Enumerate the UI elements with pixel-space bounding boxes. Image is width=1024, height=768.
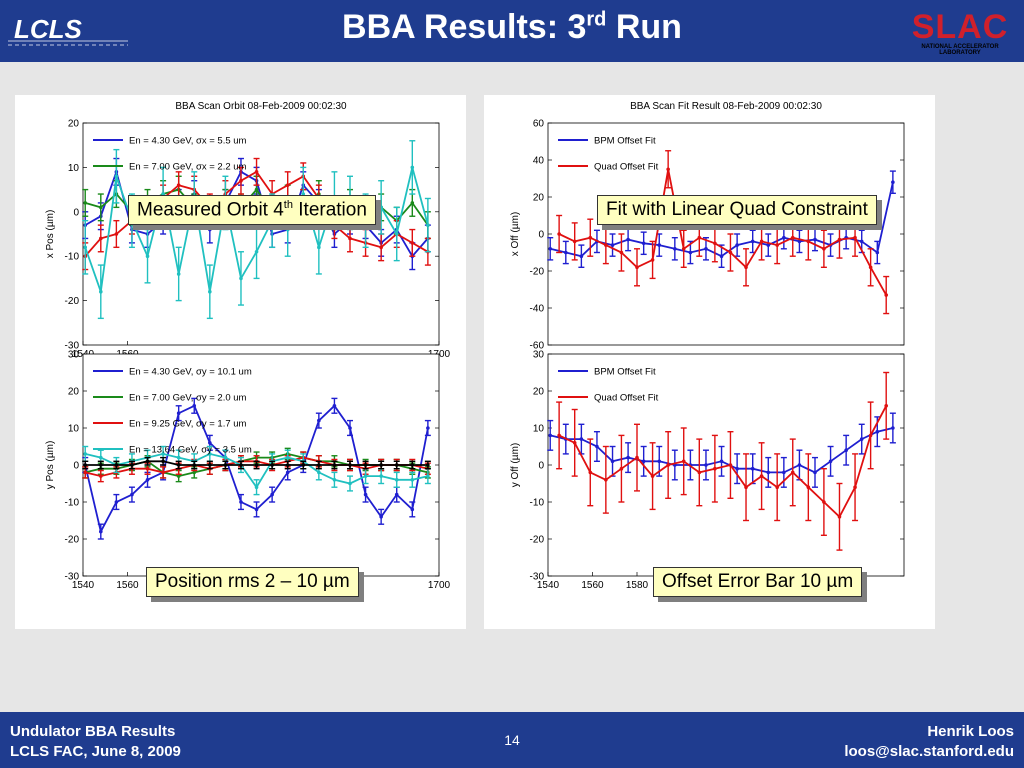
x-tick-label: 1540 xyxy=(537,580,560,591)
y-tick-label: 60 xyxy=(533,119,545,130)
legend-entry: En = 9.25 GeV, σy = 1.7 um xyxy=(129,419,247,430)
slac-logo-subtitle: NATIONAL ACCELERATOR LABORATORY xyxy=(921,44,999,56)
slide-title: BBA Results: 3rd Run xyxy=(342,8,682,46)
y-axis-label: y Pos (µm) xyxy=(45,441,56,490)
slide-footer: Undulator BBA Results LCLS FAC, June 8, … xyxy=(0,712,1024,768)
series-line xyxy=(85,460,428,466)
plot-frame xyxy=(82,122,440,346)
legend-entry: En = 4.30 GeV, σy = 10.1 um xyxy=(129,367,252,378)
legend-entry: Quad Offset Fit xyxy=(594,162,659,173)
legend-entry: BPM Offset Fit xyxy=(594,367,656,378)
callout-fit-constraint: Fit with Linear Quad Constraint xyxy=(597,195,877,225)
chart-title: BBA Scan Fit Result 08-Feb-2009 00:02:30 xyxy=(630,101,822,112)
y-tick-label: 30 xyxy=(68,350,80,361)
y-tick-label: 20 xyxy=(68,387,80,398)
footer-email[interactable]: loos@slac.stanford.edu xyxy=(844,743,1014,760)
plot-frame xyxy=(547,353,905,577)
footer-left: Undulator BBA Results LCLS FAC, June 8, … xyxy=(10,722,181,762)
y-tick-label: 10 xyxy=(533,424,545,435)
y-tick-label: -10 xyxy=(65,252,80,263)
page-number: 14 xyxy=(504,732,520,748)
legend-entry: BPM Offset Fit xyxy=(594,136,656,147)
x-tick-label: 1560 xyxy=(581,580,604,591)
y-tick-label: -20 xyxy=(65,296,80,307)
y-tick-label: -60 xyxy=(530,341,545,352)
orbit-figure: BBA Scan Orbit 08-Feb-2009 00:02:30 20 10 0… xyxy=(45,101,451,592)
y-tick-label: -10 xyxy=(65,498,80,509)
y-tick-label: 0 xyxy=(73,207,79,218)
footer-author: Henrik Loos xyxy=(927,723,1014,740)
x-tick-label: 1560 xyxy=(116,580,139,591)
chart-title: BBA Scan Orbit 08-Feb-2009 00:02:30 xyxy=(175,101,347,112)
y-tick-label: 20 xyxy=(533,387,545,398)
y-tick-label: 40 xyxy=(533,156,545,167)
legend: BPM Offset Fit Quad Offset Fit xyxy=(558,367,659,404)
y-axis-label: y Off (µm) xyxy=(510,443,521,487)
x-tick-label: 1540 xyxy=(72,580,95,591)
series-line xyxy=(84,404,429,535)
footer-right: Henrik Loos loos@slac.stanford.edu xyxy=(844,722,1014,762)
slide-content: BBA Scan Orbit 08-Feb-2009 00:02:30 20 10 0… xyxy=(0,62,1024,712)
series-line xyxy=(84,452,429,489)
y-axis-label: x Pos (µm) xyxy=(45,210,56,259)
y-tick-label: 0 xyxy=(538,230,544,241)
y-tick-label: -30 xyxy=(65,572,80,583)
y-tick-label: -30 xyxy=(65,341,80,352)
y-tick-label: -10 xyxy=(530,498,545,509)
lcls-logo: LCLS xyxy=(8,14,128,46)
slide-header: LCLS BBA Results: 3rd Run SLAC NATIONAL … xyxy=(0,0,1024,62)
slac-logo-text: SLAC xyxy=(911,8,1009,46)
footer-talk-title: Undulator BBA Results xyxy=(10,723,176,740)
y-tick-label: 30 xyxy=(533,350,545,361)
x-tick-label: 1700 xyxy=(428,580,451,591)
legend-entry: En = 4.30 GeV, σx = 5.5 um xyxy=(129,136,247,147)
y-tick-label: 0 xyxy=(73,461,79,472)
y-tick-label: 10 xyxy=(68,163,80,174)
y-tick-label: 0 xyxy=(538,461,544,472)
series-2 xyxy=(556,371,890,551)
plot-frame xyxy=(547,122,905,346)
fit-figure: BBA Scan Fit Result 08-Feb-2009 00:02:30… xyxy=(510,101,905,591)
legend-entry: En = 7.00 GeV, σy = 2.0 um xyxy=(129,393,247,404)
series-line xyxy=(558,405,887,519)
series-1 xyxy=(547,412,896,488)
series-line xyxy=(558,169,887,296)
callout-measured-orbit: Measured Orbit 4th Iteration xyxy=(128,195,376,226)
series-5 xyxy=(82,456,431,470)
orbit-figure-panel: BBA Scan Orbit 08-Feb-2009 00:02:30 20 10 0… xyxy=(15,95,466,629)
y-tick-label: 10 xyxy=(68,424,80,435)
y-tick-label: 20 xyxy=(533,193,545,204)
y-tick-label: -30 xyxy=(530,572,545,583)
legend: En = 4.30 GeV, σy = 10.1 um En = 7.00 GeV… xyxy=(93,367,252,456)
y-tick-label: 20 xyxy=(68,119,80,130)
chart-orbit-x: BBA Scan Orbit 08-Feb-2009 00:02:30 20 10 0… xyxy=(45,101,451,360)
y-tick-label: -20 xyxy=(65,535,80,546)
legend-entry: En = 13.64 GeV, σy = 3.5 um xyxy=(129,445,252,456)
callout-position-rms: Position rms 2 – 10 µm xyxy=(146,567,359,597)
legend-entry: Quad Offset Fit xyxy=(594,393,659,404)
fit-figure-panel: BBA Scan Fit Result 08-Feb-2009 00:02:30… xyxy=(484,95,935,629)
y-tick-label: -20 xyxy=(530,535,545,546)
legend-entry: En = 7.00 GeV, σx = 2.2 um xyxy=(129,162,247,173)
lcls-logo-text: LCLS xyxy=(14,14,83,44)
series-line xyxy=(549,427,894,474)
chart-fit-x: BBA Scan Fit Result 08-Feb-2009 00:02:30… xyxy=(510,101,905,352)
legend: En = 4.30 GeV, σx = 5.5 um En = 7.00 GeV,… xyxy=(93,136,247,173)
slac-logo: SLAC NATIONAL ACCELERATOR LABORATORY xyxy=(900,8,1020,56)
y-axis-label: x Off (µm) xyxy=(510,212,521,256)
callout-offset-error: Offset Error Bar 10 µm xyxy=(653,567,863,597)
x-tick-label: 1580 xyxy=(626,580,649,591)
footer-meeting: LCLS FAC, June 8, 2009 xyxy=(10,743,181,760)
legend: BPM Offset Fit Quad Offset Fit xyxy=(558,136,659,173)
y-tick-label: -40 xyxy=(530,304,545,315)
y-tick-label: -20 xyxy=(530,267,545,278)
